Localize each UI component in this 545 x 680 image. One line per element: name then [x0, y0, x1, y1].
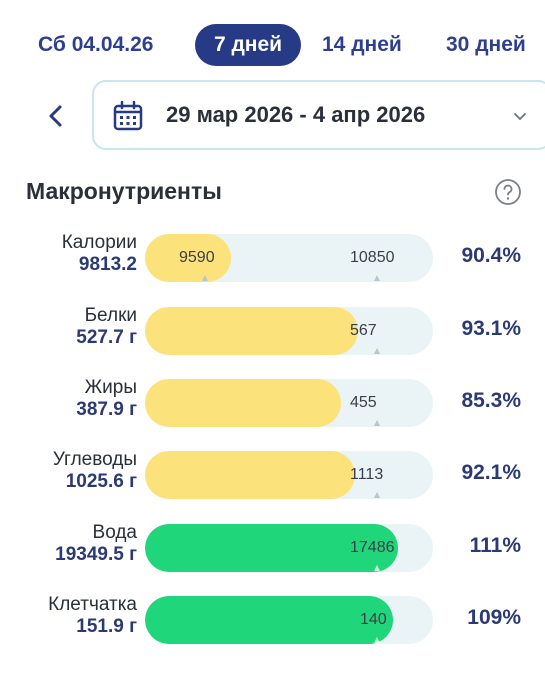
progress-fill: [145, 234, 231, 282]
target-marker: [374, 637, 380, 643]
tab-7-days[interactable]: 7 дней: [195, 24, 301, 66]
tab-date[interactable]: Сб 04.04.26: [38, 33, 154, 56]
target-marker: [374, 348, 380, 354]
target-amount: 140: [360, 611, 387, 628]
target-amount: 10850: [350, 249, 395, 266]
chevron-down-icon: [514, 113, 526, 121]
nutrient-progress-bar: 9590 10850: [145, 234, 433, 282]
target-amount: 567: [350, 322, 377, 339]
nutrient-percent: 111%: [469, 534, 521, 557]
nutrient-percent: 92.1%: [461, 461, 521, 484]
progress-fill: [145, 596, 393, 644]
nutrient-progress-bar: 17486: [145, 524, 433, 572]
target-marker: [374, 420, 380, 426]
nutrient-percent: 85.3%: [461, 389, 521, 412]
progress-fill: [145, 524, 398, 572]
nutrient-row-calories[interactable]: Калории 9813.2 9590 10850 90.4%: [0, 232, 545, 286]
tab-14-days[interactable]: 14 дней: [322, 33, 402, 56]
actual-marker: [202, 275, 208, 281]
nutrient-label: Жиры 387.9 г: [76, 377, 137, 421]
nutrient-value: 1025.6 г: [65, 471, 137, 492]
target-marker: [374, 565, 380, 571]
nutrient-row-fats[interactable]: Жиры 387.9 г 455 85.3%: [0, 377, 545, 431]
target-amount: 17486: [350, 539, 395, 556]
target-marker: [374, 275, 380, 281]
nutrient-name: Углеводы: [52, 449, 137, 470]
nutrient-name: Клетчатка: [48, 594, 137, 615]
target-amount: 455: [350, 394, 377, 411]
nutrient-value: 9813.2: [78, 254, 137, 275]
nutrient-percent: 90.4%: [461, 244, 521, 267]
tab-30-days[interactable]: 30 дней: [446, 33, 526, 56]
progress-fill: [145, 307, 358, 355]
progress-fill: [145, 451, 355, 499]
nutrient-value: 527.7 г: [76, 327, 137, 348]
nutrient-progress-bar: 1113: [145, 451, 433, 499]
date-range-selector[interactable]: 29 мар 2026 - 4 апр 2026: [92, 80, 545, 150]
nutrient-label: Белки 527.7 г: [76, 305, 137, 349]
nutrient-label: Вода 19349.5 г: [55, 522, 137, 566]
nutrient-label: Углеводы 1025.6 г: [53, 449, 137, 493]
nutrient-percent: 109%: [467, 606, 521, 629]
nutrient-name: Белки: [84, 305, 137, 326]
date-range-row: 29 мар 2026 - 4 апр 2026: [0, 80, 545, 152]
previous-period-button[interactable]: [40, 98, 72, 134]
help-icon[interactable]: [494, 178, 522, 206]
chevron-left-icon: [49, 105, 62, 127]
nutrient-name: Жиры: [84, 377, 137, 398]
nutrient-percent: 93.1%: [461, 317, 521, 340]
nutrient-value: 387.9 г: [76, 399, 137, 420]
date-range-text: 29 мар 2026 - 4 апр 2026: [166, 102, 426, 127]
nutrient-value: 151.9 г: [76, 616, 137, 637]
nutrient-row-water[interactable]: Вода 19349.5 г 17486 111%: [0, 522, 545, 576]
nutrient-label: Калории 9813.2: [62, 232, 137, 276]
nutrient-progress-bar: 567: [145, 307, 433, 355]
period-tabs: Сб 04.04.26 7 дней 14 дней 30 дней: [0, 24, 545, 66]
nutrient-value: 19349.5 г: [55, 544, 137, 565]
nutrient-row-protein[interactable]: Белки 527.7 г 567 93.1%: [0, 305, 545, 359]
progress-fill: [145, 379, 341, 427]
target-marker: [374, 492, 380, 498]
actual-amount: 9590: [179, 249, 215, 266]
calendar-icon: [113, 100, 143, 131]
nutrient-row-fiber[interactable]: Клетчатка 151.9 г 140 109%: [0, 594, 545, 648]
section-title: Макронутриенты: [26, 178, 222, 204]
nutrient-progress-bar: 140: [145, 596, 433, 644]
nutrient-row-carbs[interactable]: Углеводы 1025.6 г 1113 92.1%: [0, 449, 545, 503]
nutrient-name: Калории: [61, 232, 137, 253]
target-amount: 1113: [350, 466, 384, 483]
nutrient-name: Вода: [92, 522, 137, 543]
nutrient-progress-bar: 455: [145, 379, 433, 427]
nutrient-label: Клетчатка 151.9 г: [48, 594, 137, 638]
